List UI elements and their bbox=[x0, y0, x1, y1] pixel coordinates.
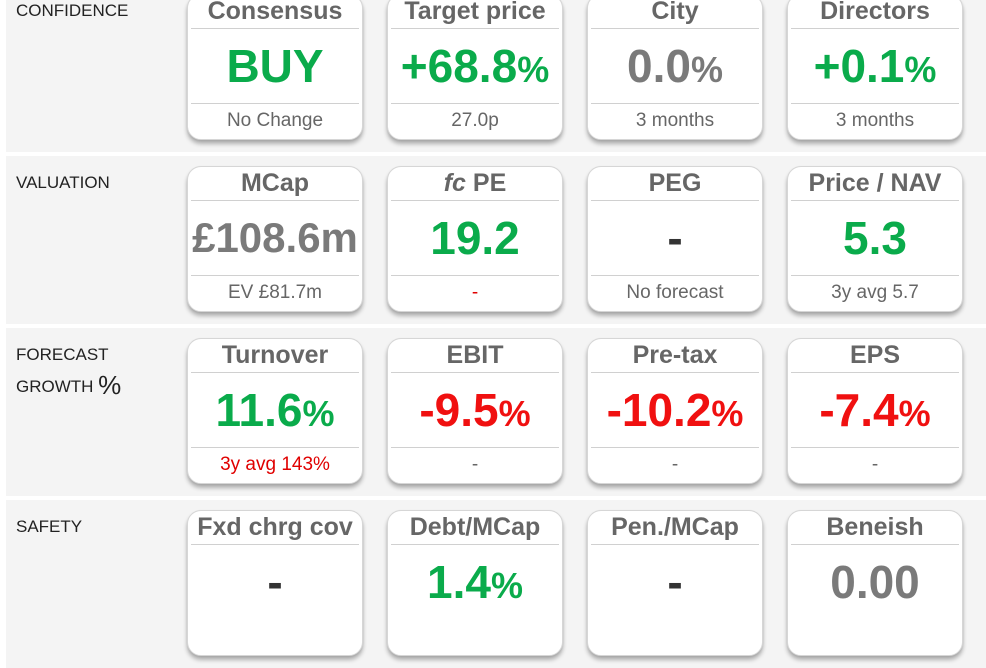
card-title: Pen./MCap bbox=[611, 513, 739, 541]
card-value: - bbox=[267, 556, 283, 608]
divider bbox=[191, 275, 359, 276]
card-value: 11.6% bbox=[215, 384, 335, 436]
row-label-valuation: VALUATION bbox=[16, 173, 110, 192]
card-title: EBIT bbox=[446, 341, 504, 369]
divider bbox=[191, 200, 359, 201]
divider bbox=[191, 447, 359, 448]
card-consensus[interactable]: Consensus BUY No Change bbox=[187, 0, 363, 140]
card-value: BUY bbox=[226, 40, 324, 92]
card-title: Turnover bbox=[221, 341, 329, 369]
card-title: Beneish bbox=[826, 513, 924, 541]
card-title: Consensus bbox=[207, 0, 343, 25]
row-safety: SAFETY Fxd chrg cov - Debt/MCap 1.4% Pen… bbox=[6, 500, 986, 668]
divider bbox=[591, 447, 759, 448]
divider bbox=[391, 28, 559, 29]
card-value: - bbox=[667, 556, 683, 608]
card-turnover[interactable]: Turnover 11.6% 3y avg 143% bbox=[187, 338, 363, 484]
divider bbox=[191, 544, 359, 545]
card-target-price[interactable]: Target price +68.8% 27.0p bbox=[387, 0, 563, 140]
divider bbox=[591, 28, 759, 29]
card-sub: - bbox=[471, 282, 479, 303]
divider bbox=[391, 103, 559, 104]
divider bbox=[191, 103, 359, 104]
card-sub: - bbox=[671, 454, 679, 475]
row-confidence: CONFIDENCE Consensus BUY No Change Targe… bbox=[6, 0, 986, 152]
divider bbox=[591, 103, 759, 104]
card-title: MCap bbox=[240, 169, 310, 197]
card-value: -9.5% bbox=[419, 384, 531, 436]
card-value: +68.8% bbox=[400, 40, 550, 92]
card-value: -10.2% bbox=[606, 384, 744, 436]
divider bbox=[791, 544, 959, 545]
card-mcap[interactable]: MCap £108.6m EV £81.7m bbox=[187, 166, 363, 312]
card-title: Directors bbox=[820, 0, 930, 25]
divider bbox=[591, 200, 759, 201]
card-value: 5.3 bbox=[843, 212, 907, 264]
row-forecast-growth: FORECAST GROWTH % Turnover 11.6% 3y avg … bbox=[6, 328, 986, 496]
row-label-safety: SAFETY bbox=[16, 517, 83, 536]
card-title: City bbox=[651, 0, 699, 25]
card-title: EPS bbox=[849, 341, 901, 369]
card-peg[interactable]: PEG - No forecast bbox=[587, 166, 763, 312]
divider bbox=[591, 544, 759, 545]
card-sub: 3y avg 5.7 bbox=[831, 282, 919, 303]
card-value: 1.4% bbox=[427, 556, 523, 608]
divider bbox=[791, 103, 959, 104]
card-value: +0.1% bbox=[813, 40, 937, 92]
divider bbox=[391, 372, 559, 373]
card-sub: - bbox=[471, 454, 479, 475]
card-value: 0.0% bbox=[627, 40, 723, 92]
card-value: 0.00 bbox=[830, 556, 920, 608]
card-beneish[interactable]: Beneish 0.00 bbox=[787, 510, 963, 656]
card-fixed-charge-cover[interactable]: Fxd chrg cov - bbox=[187, 510, 363, 656]
card-debt-mcap[interactable]: Debt/MCap 1.4% bbox=[387, 510, 563, 656]
card-title: fc PE bbox=[443, 169, 507, 197]
card-eps[interactable]: EPS -7.4% - bbox=[787, 338, 963, 484]
card-pre-tax[interactable]: Pre-tax -10.2% - bbox=[587, 338, 763, 484]
card-price-nav[interactable]: Price / NAV 5.3 3y avg 5.7 bbox=[787, 166, 963, 312]
card-value: -7.4% bbox=[819, 384, 931, 436]
card-city[interactable]: City 0.0% 3 months bbox=[587, 0, 763, 140]
card-title: Target price bbox=[404, 0, 546, 25]
card-sub: EV £81.7m bbox=[228, 282, 322, 303]
card-fc-pe[interactable]: fc PE 19.2 - bbox=[387, 166, 563, 312]
card-sub: No forecast bbox=[626, 282, 724, 303]
card-sub: 3 months bbox=[835, 110, 915, 131]
divider bbox=[391, 275, 559, 276]
divider bbox=[391, 447, 559, 448]
card-title: Debt/MCap bbox=[409, 513, 541, 541]
card-sub: 3y avg 143% bbox=[220, 454, 330, 475]
divider bbox=[791, 28, 959, 29]
card-sub: - bbox=[871, 454, 879, 475]
divider bbox=[391, 200, 559, 201]
card-pension-mcap[interactable]: Pen./MCap - bbox=[587, 510, 763, 656]
row-label-confidence: CONFIDENCE bbox=[16, 1, 129, 20]
divider bbox=[191, 372, 359, 373]
divider bbox=[391, 544, 559, 545]
divider bbox=[591, 372, 759, 373]
card-sub: 27.0p bbox=[451, 110, 499, 131]
divider bbox=[191, 28, 359, 29]
card-value: - bbox=[667, 212, 683, 264]
card-sub: No Change bbox=[226, 110, 324, 131]
card-title: PEG bbox=[648, 169, 702, 197]
divider bbox=[791, 447, 959, 448]
card-sub: 3 months bbox=[635, 110, 715, 131]
card-title: Fxd chrg cov bbox=[197, 513, 353, 541]
card-directors[interactable]: Directors +0.1% 3 months bbox=[787, 0, 963, 140]
divider bbox=[791, 200, 959, 201]
card-value: £108.6m bbox=[192, 214, 358, 261]
divider bbox=[791, 275, 959, 276]
card-value: 19.2 bbox=[430, 212, 520, 264]
row-valuation: VALUATION MCap £108.6m EV £81.7m fc PE 1… bbox=[6, 156, 986, 324]
divider bbox=[791, 372, 959, 373]
card-title: Pre-tax bbox=[632, 341, 718, 369]
card-title: Price / NAV bbox=[808, 169, 942, 197]
card-ebit[interactable]: EBIT -9.5% - bbox=[387, 338, 563, 484]
divider bbox=[591, 275, 759, 276]
row-label-forecast-growth: FORECAST GROWTH % bbox=[16, 345, 122, 400]
